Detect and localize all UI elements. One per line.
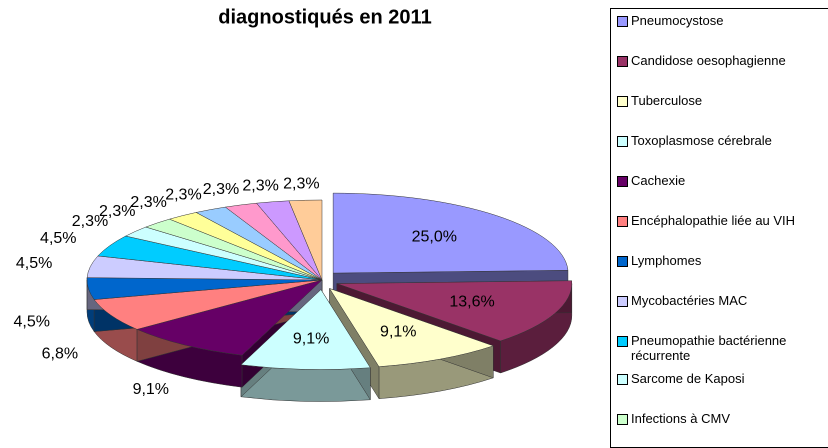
legend-item: Candidose oesophagienne: [617, 53, 827, 68]
legend-label: Mycobactéries MAC: [631, 293, 748, 308]
slice: [328, 287, 495, 367]
slice: [136, 279, 323, 356]
legend: Pneumocystose Candidose oesophagienne Tube…: [610, 8, 828, 448]
legend-item: Sarcome de Kaposi: [617, 371, 827, 386]
chart-title: diagnostiqués en 2011: [218, 6, 431, 28]
data-label: 2,3%: [242, 177, 278, 194]
legend-item: Tuberculose: [617, 93, 827, 108]
legend-swatch: [617, 256, 628, 267]
legend-label: Encéphalopathie liée au VIH: [631, 213, 796, 228]
data-label: 2,3%: [283, 175, 319, 192]
legend-swatch: [617, 56, 628, 67]
legend-swatch: [617, 336, 628, 347]
data-label: 9,1%: [293, 330, 329, 347]
data-label: 4,5%: [16, 255, 52, 272]
legend-swatch: [617, 136, 628, 147]
slice: [332, 192, 569, 274]
legend-swatch: [617, 296, 628, 307]
legend-item: Infections à CMV: [617, 411, 827, 426]
legend-swatch: [617, 176, 628, 187]
legend-swatch: [617, 374, 628, 385]
legend-item: Encéphalopathie liée au VIH: [617, 213, 827, 228]
legend-item: Mycobactéries MAC: [617, 293, 827, 308]
data-label: 2,3%: [99, 203, 135, 220]
data-label: 13,6%: [449, 293, 494, 310]
legend-item: Pneumocystose: [617, 13, 827, 28]
data-label: 2,3%: [203, 181, 239, 198]
data-label: 6,8%: [42, 345, 78, 362]
data-label: 9,1%: [133, 381, 169, 398]
data-label: 9,1%: [380, 323, 416, 340]
data-label: 2,3%: [72, 213, 108, 230]
legend-label: Toxoplasmose cérebrale: [631, 133, 772, 148]
legend-swatch: [617, 216, 628, 227]
legend-item: Lymphomes: [617, 253, 827, 268]
slice: [336, 280, 573, 342]
data-label: 2,3%: [165, 187, 201, 204]
legend-label: Tuberculose: [631, 93, 703, 108]
legend-item: Cachexie: [617, 173, 827, 188]
legend-item: Pneumopathie bactérienne récurrente: [617, 333, 827, 363]
tops: [86, 192, 573, 370]
legend-label: Lymphomes: [631, 253, 702, 268]
slice: [288, 199, 323, 281]
legend-label: Pneumopathie bactérienne récurrente: [631, 333, 787, 363]
page: {"chart_data": {"type": "pie3d", "title"…: [13, 6, 828, 448]
legend-swatch: [617, 96, 628, 107]
legend-swatch: [617, 414, 628, 425]
data-label: 4,5%: [40, 230, 76, 247]
legend-label: Sarcome de Kaposi: [631, 371, 745, 386]
data-label: 25,0%: [412, 229, 457, 246]
legend-label: Candidose oesophagienne: [631, 53, 786, 68]
legend-label: Pneumocystose: [631, 13, 724, 28]
slice: [240, 289, 371, 370]
chart: diagnostiqués en 2011 25,0% 13,6% 9,1% 9,1%…: [13, 6, 573, 402]
legend-label: Cachexie: [631, 173, 686, 188]
data-label: 4,5%: [13, 314, 49, 331]
legend-label: Infections à CMV: [631, 411, 730, 426]
legend-swatch: [617, 16, 628, 27]
legend-item: Toxoplasmose cérebrale: [617, 133, 827, 148]
data-label: 2,3%: [130, 194, 166, 211]
